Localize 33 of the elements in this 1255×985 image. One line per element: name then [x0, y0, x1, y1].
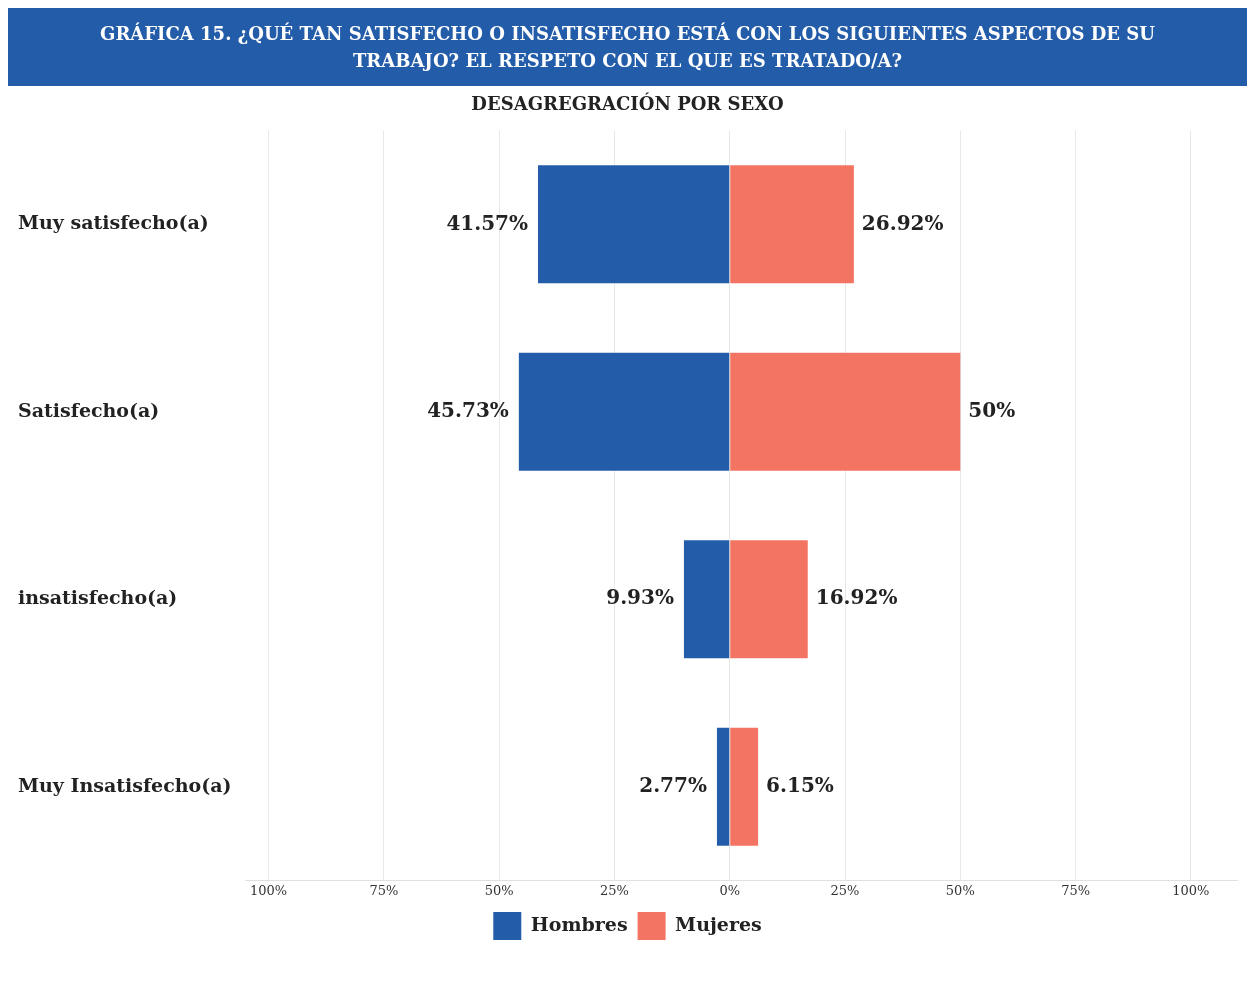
y-tick-label: Muy satisfecho(a) — [18, 211, 209, 234]
chart-title: GRÁFICA 15. ¿QUÉ TAN SATISFECHO O INSATISFECHO ESTÁ CON LOS SIGUIENTES ASPECTOS DE SU TRABAJO? EL RESPETO CON EL QUE ES TRATADO/A? — [8, 8, 1247, 86]
x-tick-label: 100% — [249, 882, 288, 898]
bar — [730, 165, 854, 284]
bar — [683, 540, 730, 659]
x-tick-label: 75% — [369, 882, 399, 898]
x-tick-label: 50% — [945, 882, 975, 898]
data-label: 26.92% — [861, 210, 944, 235]
bar — [518, 352, 730, 471]
bar — [716, 727, 730, 846]
y-tick-label: Muy Insatisfecho(a) — [18, 773, 232, 796]
x-tick-label: 50% — [484, 882, 514, 898]
legend-label: Hombres — [530, 912, 628, 935]
legend-label: Mujeres — [675, 912, 762, 935]
bar — [730, 352, 961, 471]
y-tick-label: insatisfecho(a) — [18, 586, 178, 609]
data-label: 2.77% — [639, 772, 707, 797]
data-label: 9.93% — [606, 585, 674, 610]
x-tick-label: 100% — [1172, 882, 1210, 898]
chart-subtitle: DESAGREGRACIÓN POR SEXO — [471, 92, 784, 115]
bar — [730, 540, 808, 659]
bar — [538, 165, 730, 284]
data-label: 50% — [968, 397, 1016, 422]
x-tick-label: 25% — [830, 882, 860, 898]
data-label: 6.15% — [766, 772, 834, 797]
x-tick-label: 25% — [599, 882, 629, 898]
data-label: 16.92% — [815, 585, 898, 610]
y-tick-label: Satisfecho(a) — [18, 398, 160, 421]
data-label: 45.73% — [427, 397, 509, 422]
data-label: 41.57% — [446, 210, 529, 235]
bar — [730, 727, 759, 846]
x-tick-label: 0% — [719, 882, 741, 898]
x-tick-label: 75% — [1061, 882, 1091, 898]
